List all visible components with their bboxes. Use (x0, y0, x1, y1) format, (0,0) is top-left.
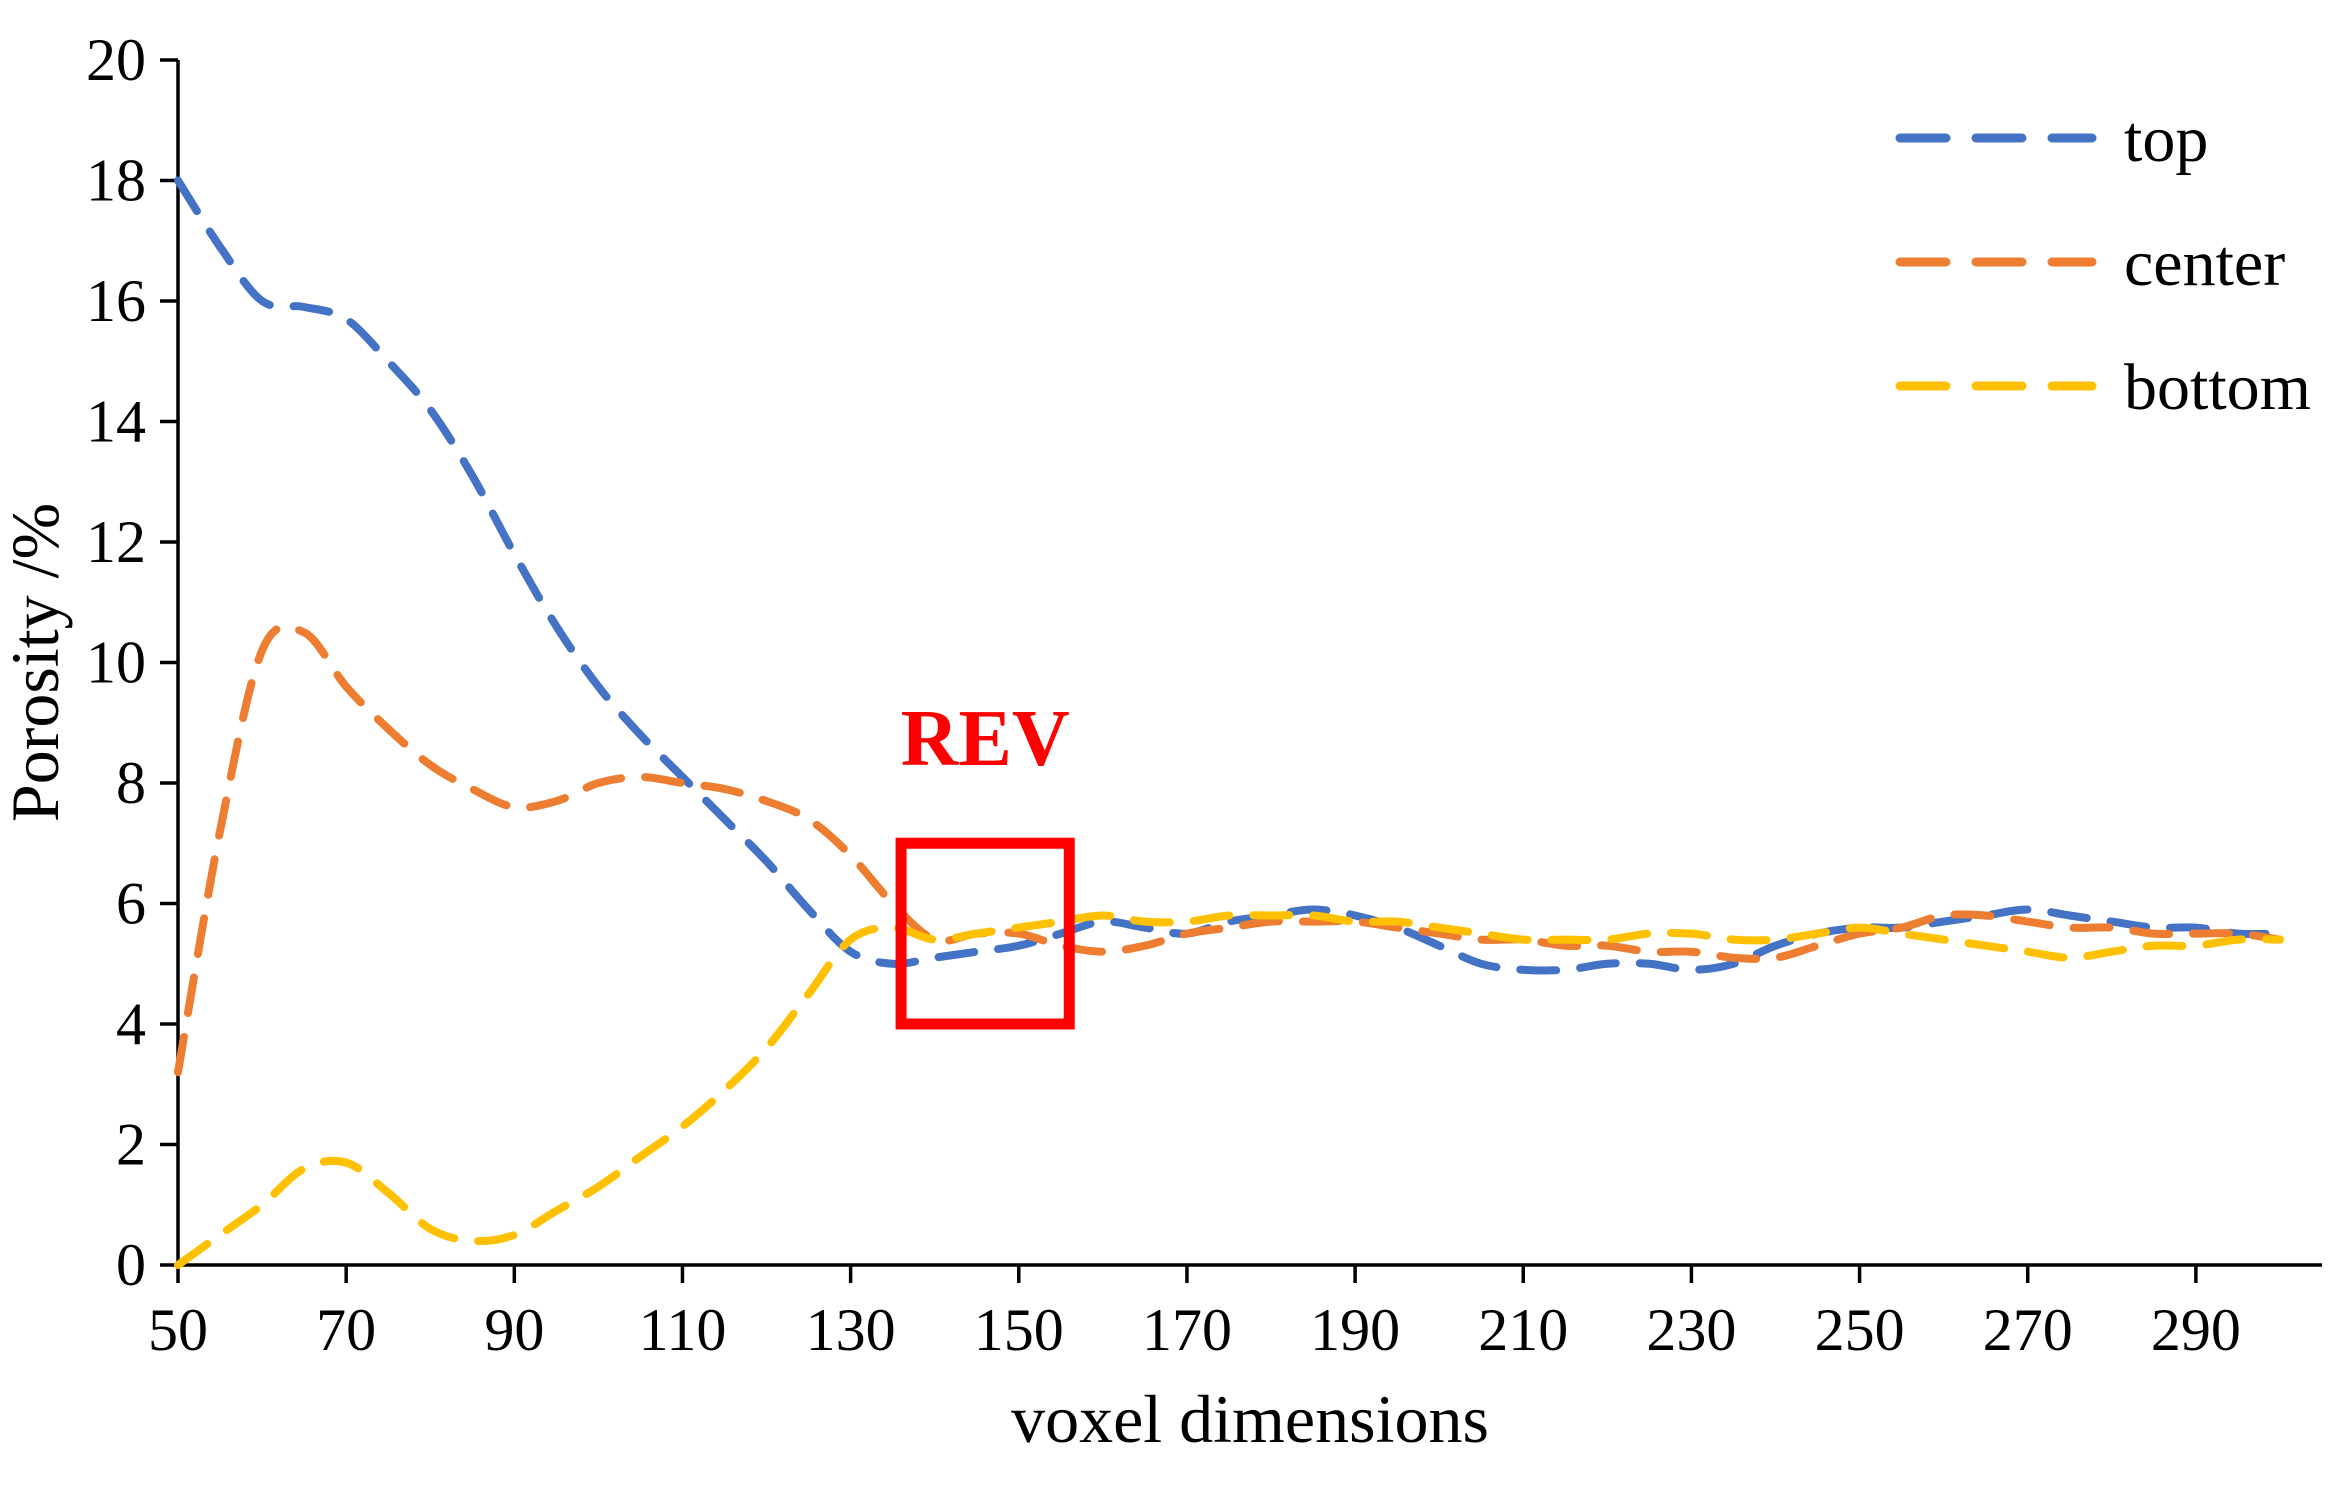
x-tick-label: 130 (806, 1297, 896, 1363)
x-tick-label: 50 (148, 1297, 208, 1363)
x-tick-label: 270 (1983, 1297, 2073, 1363)
series-bottom-line (174, 911, 2284, 1269)
y-tick-label: 4 (116, 991, 146, 1057)
y-tick-label: 20 (86, 27, 146, 93)
legend-item-center: center (1895, 227, 2285, 300)
legend-item-top: top (1895, 103, 2208, 176)
rev-box (895, 837, 1075, 1030)
x-tick-label: 90 (484, 1297, 544, 1363)
y-tick-label: 0 (116, 1232, 146, 1298)
x-tick-label: 190 (1310, 1297, 1400, 1363)
x-tick-label: 170 (1142, 1297, 1232, 1363)
y-tick-label: 16 (86, 268, 146, 334)
y-tick-label: 12 (86, 509, 146, 575)
y-tick-label: 6 (116, 871, 146, 937)
y-tick-label: 8 (116, 750, 146, 816)
legend-bottom-label: bottom (2124, 351, 2311, 424)
legend-center-label: center (2124, 227, 2285, 300)
legend-item-bottom: bottom (1895, 351, 2311, 424)
y-tick-label: 10 (86, 630, 146, 696)
x-tick-label: 210 (1478, 1297, 1568, 1363)
x-tick-label: 70 (316, 1297, 376, 1363)
x-tick-label: 230 (1646, 1297, 1736, 1363)
y-tick-label: 18 (86, 148, 146, 214)
x-tick-label: 150 (974, 1297, 1064, 1363)
y-tick-label: 2 (116, 1112, 146, 1178)
legend: top center bottom (1895, 103, 2311, 424)
x-axis-title: voxel dimensions (1011, 1381, 1489, 1457)
y-axis-title: Porosity /% (0, 503, 73, 822)
x-tick-label: 110 (639, 1297, 727, 1363)
x-tick-label: 250 (1815, 1297, 1905, 1363)
legend-top-label: top (2124, 103, 2208, 176)
series-center-line (174, 622, 2284, 1077)
y-tick-label: 14 (86, 389, 146, 455)
rev-label: REV (901, 695, 1070, 783)
x-tick-label: 290 (2151, 1297, 2241, 1363)
